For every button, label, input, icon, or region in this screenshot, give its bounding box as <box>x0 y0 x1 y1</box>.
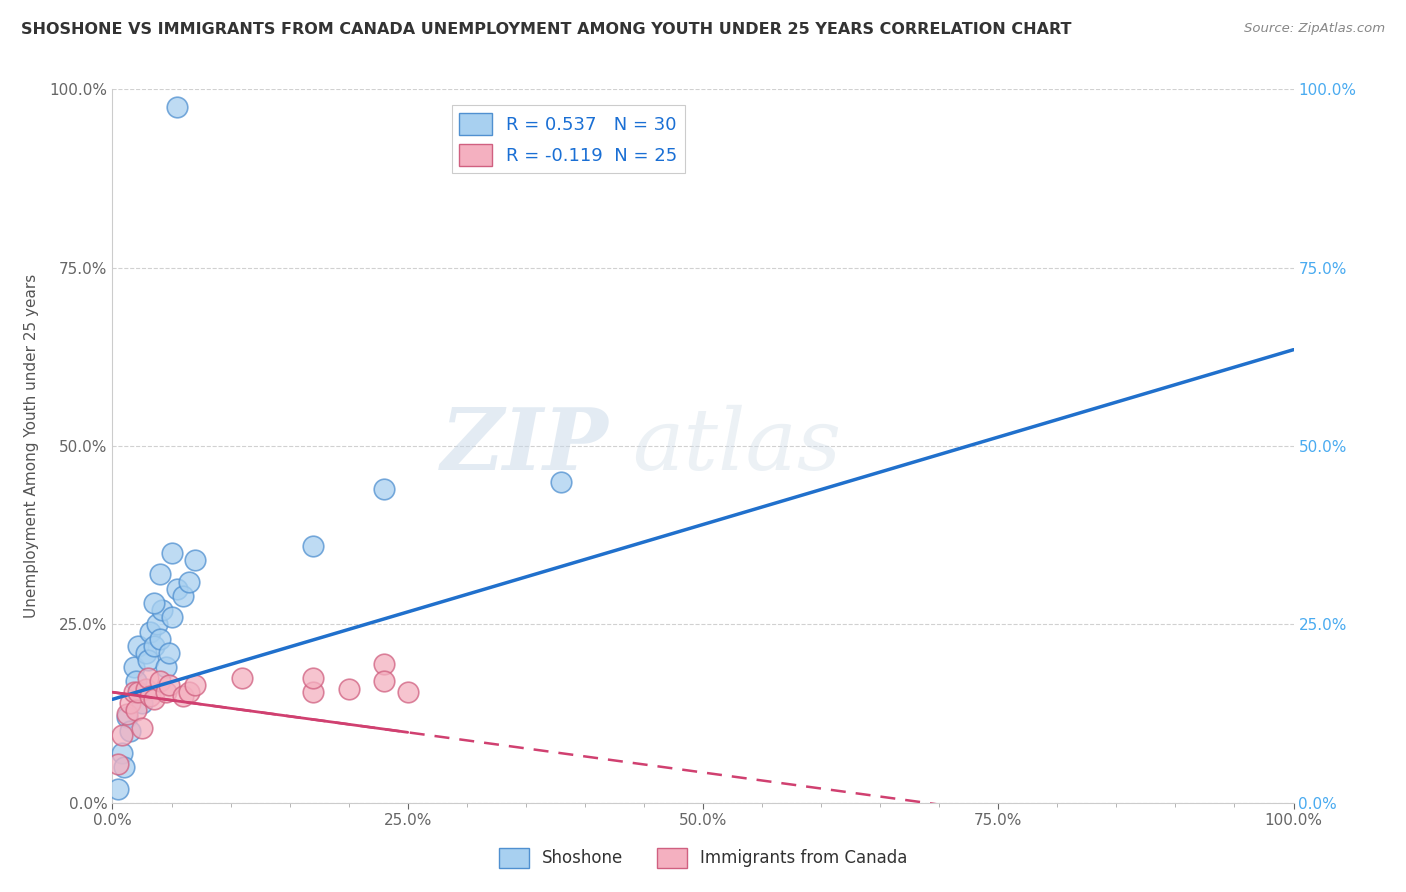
Point <box>122 685 145 699</box>
Point <box>184 678 207 692</box>
Point <box>149 674 172 689</box>
Point <box>166 100 188 114</box>
Point <box>337 681 360 696</box>
Point <box>373 674 395 689</box>
Point <box>107 781 129 796</box>
Text: Source: ZipAtlas.com: Source: ZipAtlas.com <box>1244 22 1385 36</box>
Point <box>149 567 172 582</box>
Point <box>142 692 165 706</box>
Point <box>146 617 169 632</box>
Point <box>184 553 207 567</box>
Point <box>179 685 201 699</box>
Y-axis label: Unemployment Among Youth under 25 years: Unemployment Among Youth under 25 years <box>24 274 38 618</box>
Point <box>115 710 138 724</box>
Point <box>179 574 201 589</box>
Point <box>125 674 148 689</box>
Point <box>155 685 177 699</box>
Point <box>120 724 142 739</box>
Text: SHOSHONE VS IMMIGRANTS FROM CANADA UNEMPLOYMENT AMONG YOUTH UNDER 25 YEARS CORRE: SHOSHONE VS IMMIGRANTS FROM CANADA UNEMP… <box>21 22 1071 37</box>
Point <box>155 660 177 674</box>
Point <box>135 646 157 660</box>
Point <box>131 721 153 735</box>
Point <box>373 482 395 496</box>
Point <box>120 696 142 710</box>
Point <box>302 671 325 685</box>
Point <box>111 746 134 760</box>
Point <box>172 689 194 703</box>
Point <box>125 703 148 717</box>
Point <box>160 610 183 624</box>
Point <box>115 706 138 721</box>
Point <box>136 653 159 667</box>
Point <box>150 603 173 617</box>
Point <box>127 685 149 699</box>
Point <box>172 589 194 603</box>
Point <box>166 582 188 596</box>
Point <box>136 671 159 685</box>
Point <box>127 639 149 653</box>
Point <box>135 681 157 696</box>
Text: ZIP: ZIP <box>440 404 609 488</box>
Point <box>142 639 165 653</box>
Point <box>149 632 172 646</box>
Text: atlas: atlas <box>633 405 841 487</box>
Point <box>160 546 183 560</box>
Point <box>157 678 180 692</box>
Point <box>139 624 162 639</box>
Point <box>131 696 153 710</box>
Point <box>142 596 165 610</box>
Point <box>550 475 572 489</box>
Legend: R = 0.537   N = 30, R = -0.119  N = 25: R = 0.537 N = 30, R = -0.119 N = 25 <box>453 105 685 173</box>
Point <box>373 657 395 671</box>
Point <box>107 756 129 771</box>
Point <box>231 671 253 685</box>
Point <box>157 646 180 660</box>
Point <box>111 728 134 742</box>
Point <box>139 689 162 703</box>
Point <box>396 685 419 699</box>
Point <box>112 760 135 774</box>
Legend: Shoshone, Immigrants from Canada: Shoshone, Immigrants from Canada <box>492 841 914 875</box>
Point <box>302 685 325 699</box>
Point <box>122 660 145 674</box>
Point <box>302 539 325 553</box>
